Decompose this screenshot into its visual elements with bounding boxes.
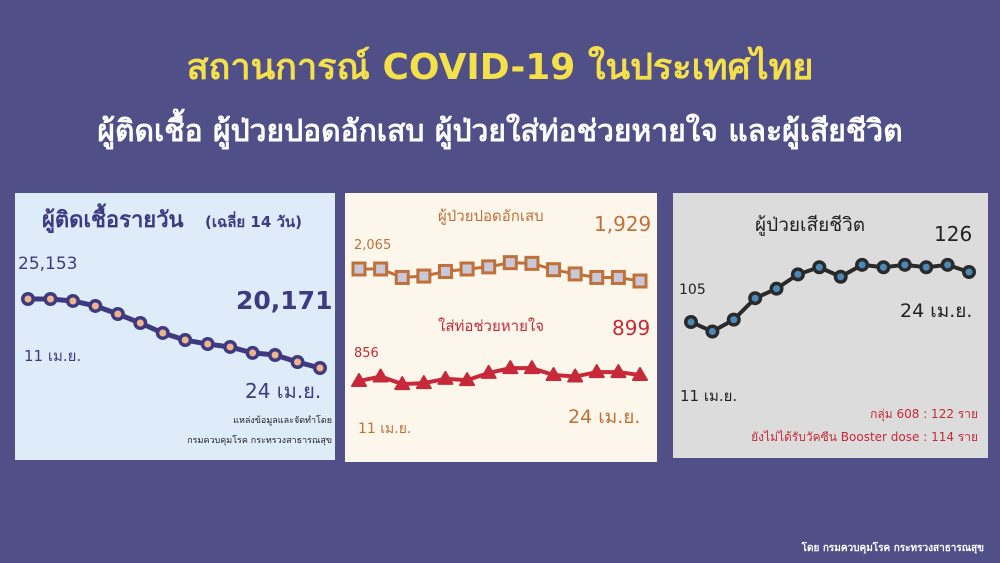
cases-last-label: 20,171 (236, 286, 333, 315)
pneumonia-point (567, 266, 583, 282)
ventilator-point (372, 368, 389, 383)
pneumonia-point (373, 261, 389, 277)
deaths-note-booster: ยังไม่ได้รับวัคซีน Booster dose : 114 รา… (751, 430, 978, 444)
deaths-point-center (922, 263, 930, 271)
pneumonia-point (394, 269, 410, 285)
ventilator-point (610, 364, 627, 379)
pneumonia-first-label: 2,065 (354, 238, 392, 253)
cases-point-center (294, 358, 302, 366)
deaths-point-center (687, 318, 695, 326)
ventilator-point (545, 367, 562, 381)
ventilator-point (632, 367, 648, 381)
pneumonia-point (610, 269, 626, 285)
deaths-point-center (944, 261, 952, 269)
cases-title-note: (เฉลี่ย 14 วัน) (205, 213, 303, 231)
cases-first-label: 25,153 (18, 254, 78, 274)
cases-point-center (46, 295, 54, 303)
pneumonia-point (481, 259, 497, 275)
page-subtitle: ผู้ติดเชื้อ ผู้ป่วยปอดอักเสบ ผู้ป่วยใส่ท… (97, 114, 903, 149)
pneumonia-point (416, 268, 432, 284)
pneumonia-point (546, 262, 562, 278)
pneumonia-point (437, 263, 453, 279)
ventilator-point (567, 368, 584, 383)
cases-title: ผู้ติดเชื้อรายวัน (42, 208, 184, 233)
ventilator-point (415, 375, 432, 390)
ventilator-point (588, 364, 605, 379)
deaths-point-center (879, 263, 887, 271)
deaths-point-center (901, 261, 909, 269)
cases-point-center (69, 297, 77, 305)
cases-point-center (249, 349, 257, 357)
deaths-point-center (858, 261, 866, 269)
deaths-point-center (708, 328, 716, 336)
deaths-start-date: 11 เม.ย. (680, 387, 738, 405)
ventilator-point (394, 376, 411, 391)
cases-point-center (91, 302, 99, 310)
pneumonia-point (632, 273, 648, 289)
ventilator-point (523, 360, 540, 375)
deaths-point-center (773, 285, 781, 293)
ventilator-point (480, 364, 497, 379)
pneumonia-point (351, 261, 367, 277)
deaths-end-date: 24 เม.ย. (900, 300, 973, 322)
cases-panel (15, 193, 335, 460)
cases-point-center (181, 336, 189, 344)
cases-point-center (114, 310, 122, 318)
ventilator-title: ใส่ท่อช่วยหายใจ (438, 317, 544, 335)
cases-end-date: 24 เม.ย. (245, 379, 322, 403)
deaths-point-center (965, 268, 973, 276)
deaths-point-center (730, 316, 738, 324)
ventilator-point (351, 373, 367, 387)
cases-point-center (316, 364, 324, 372)
cases-point-center (204, 340, 212, 348)
page-title: สถานการณ์ COVID-19 ในประเทศไทย (186, 47, 814, 88)
deaths-title: ผู้ป่วยเสียชีวิต (755, 214, 866, 236)
cases-point-center (226, 343, 234, 351)
pneumonia-point (589, 269, 605, 285)
source-line-2: กรมควบคุมโรค กระทรวงสาธารณสุข (187, 436, 332, 446)
ventilator-point (459, 372, 476, 387)
pv-start-date: 11 เม.ย. (358, 421, 412, 437)
source-line-1: แหล่งข้อมูลและจัดทำโดย (233, 416, 332, 426)
ventilator-point (437, 370, 454, 385)
ventilator-last-label: 899 (612, 316, 651, 340)
ventilator-first-label: 856 (354, 346, 379, 361)
deaths-note-608: กลุ่ม 608 : 122 ราย (870, 407, 978, 421)
footer-credit: โดย กรมควบคุมโรค กระทรวงสาธารณสุข (801, 543, 984, 554)
pneumonia-ventilator-panel (345, 193, 657, 462)
deaths-first-label: 105 (679, 282, 706, 298)
deaths-point-center (751, 294, 759, 302)
ventilator-point (502, 360, 519, 375)
pneumonia-point (524, 255, 540, 271)
cases-point-center (159, 329, 167, 337)
deaths-last-label: 126 (934, 222, 973, 246)
pneumonia-last-label: 1,929 (594, 212, 652, 236)
deaths-point-center (815, 263, 823, 271)
deaths-point-center (794, 270, 802, 278)
cases-start-date: 11 เม.ย. (24, 347, 82, 365)
pneumonia-point (502, 255, 518, 271)
cases-point-center (24, 295, 32, 303)
pv-end-date: 24 เม.ย. (568, 406, 641, 428)
cases-point-center (136, 319, 144, 327)
cases-point-center (271, 351, 279, 359)
pneumonia-title: ผู้ป่วยปอดอักเสบ (438, 207, 544, 225)
deaths-point-center (837, 273, 845, 281)
pneumonia-point (459, 261, 475, 277)
